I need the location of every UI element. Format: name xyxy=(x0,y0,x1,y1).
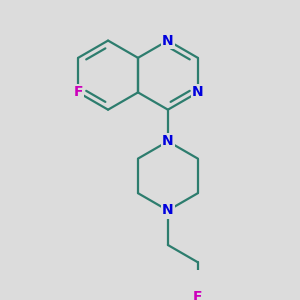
Text: F: F xyxy=(74,85,83,99)
Text: N: N xyxy=(162,134,174,148)
Text: F: F xyxy=(193,290,203,300)
Text: N: N xyxy=(192,85,204,99)
Text: N: N xyxy=(162,203,174,218)
Text: N: N xyxy=(162,34,174,48)
